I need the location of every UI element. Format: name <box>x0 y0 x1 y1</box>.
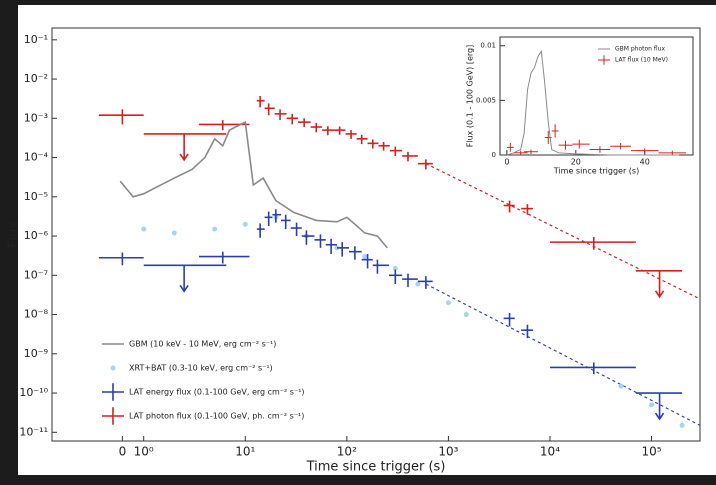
x-tick-label: 10⁰ <box>134 444 154 458</box>
data-point <box>212 226 218 232</box>
x-tick-label: 10¹ <box>235 444 255 458</box>
y-tick-label: 10⁻¹¹ <box>19 425 48 438</box>
legend-swatch <box>102 407 124 425</box>
legend-label: LAT photon flux (0.1-100 GeV, ph. cm⁻² s… <box>129 412 304 421</box>
legend-label: GBM photon flux <box>615 46 665 53</box>
legend-label: XRT+BAT (0.3-10 keV, erg cm⁻² s⁻¹) <box>129 364 273 373</box>
x-tick-label: 0 <box>504 158 509 167</box>
data-point <box>618 383 624 389</box>
x-tick-label: 10⁵ <box>641 444 661 458</box>
plot-area <box>506 124 687 155</box>
data-point <box>171 230 177 236</box>
data-point <box>679 422 685 428</box>
x-axis-label: Time since trigger (s) <box>306 460 446 475</box>
y-tick-label: 0 <box>492 151 496 159</box>
upper-limit-arrow <box>179 133 189 162</box>
legend-label: LAT energy flux (0.1-100 GeV, erg cm⁻² s… <box>129 388 305 397</box>
x-tick-label: 0 <box>119 444 127 458</box>
data-point <box>141 226 147 232</box>
series-line <box>506 49 680 156</box>
data-point <box>463 312 469 318</box>
x-tick-label: 40 <box>640 158 650 167</box>
y-tick-label: 10⁻¹⁰ <box>19 386 48 399</box>
y-axis-label: Flux <box>7 221 22 248</box>
y-tick-label: 10⁻⁷ <box>24 268 48 281</box>
y-tick-label: 10⁻³ <box>24 111 48 124</box>
data-point <box>445 300 451 306</box>
y-tick-label: 0.005 <box>476 96 496 104</box>
upper-limit-arrow <box>654 393 665 421</box>
upper-limit-arrow <box>654 270 665 299</box>
x-axis-label: Time since trigger (s) <box>553 167 639 176</box>
legend-label: GBM (10 keV - 10 MeV, erg cm⁻² s⁻¹) <box>129 340 276 349</box>
plot-area <box>98 96 700 428</box>
y-tick-label: 10⁻¹ <box>24 33 48 46</box>
fit-line <box>425 163 700 300</box>
plot-frame <box>51 27 701 442</box>
y-tick-label: 10⁻⁹ <box>24 347 48 360</box>
data-point <box>415 281 421 287</box>
y-tick-label: 10⁻⁵ <box>24 190 48 203</box>
x-tick-label: 10³ <box>438 444 458 458</box>
legend-swatch <box>598 55 610 65</box>
data-point <box>242 221 248 227</box>
upper-limit-arrow <box>179 265 189 293</box>
y-tick-label: 10⁻⁴ <box>24 151 49 164</box>
y-tick-label: 10⁻⁶ <box>24 229 49 242</box>
x-tick-label: 20 <box>571 158 581 167</box>
data-point <box>649 402 655 408</box>
series-line <box>119 120 388 249</box>
data-point <box>362 254 368 260</box>
y-axis-label: Flux (0.1 - 100 GeV) [erg] <box>466 45 475 147</box>
legend-label: LAT flux (10 MeV) <box>615 57 668 64</box>
x-tick-label: 10² <box>337 444 357 458</box>
y-tick-label: 0.01 <box>480 42 496 50</box>
y-tick-label: 10⁻² <box>24 72 48 85</box>
x-tick-label: 10⁴ <box>540 444 560 458</box>
panel <box>18 5 716 475</box>
legend-swatch <box>102 383 124 401</box>
y-tick-label: 10⁻⁸ <box>24 308 49 321</box>
legend-swatch <box>110 365 116 371</box>
data-point <box>392 265 398 271</box>
